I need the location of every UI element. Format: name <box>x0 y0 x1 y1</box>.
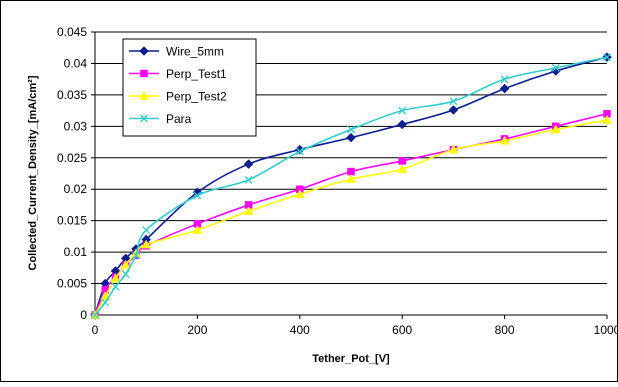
data-point-para-stroke <box>449 97 458 106</box>
data-point-para <box>193 191 202 200</box>
data-point-para-stroke <box>193 191 202 200</box>
data-point-perp-test1 <box>347 167 355 176</box>
data-point-para <box>551 63 560 72</box>
y-tick-label: 0.02 <box>64 182 88 196</box>
data-point-para <box>111 282 120 291</box>
data-point-perp-test2 <box>120 259 131 269</box>
x-tick-label: 200 <box>187 323 207 337</box>
y-tick-label: 0.045 <box>57 25 87 39</box>
data-point-para <box>500 75 509 84</box>
data-point-para <box>295 147 304 156</box>
data-point-para-stroke <box>142 226 151 235</box>
x-axis-title: Tether_Pot_[V] <box>312 353 390 365</box>
data-point-perp-test1 <box>398 157 406 165</box>
data-point-perp-test2 <box>294 189 305 199</box>
data-point-perp-test2 <box>397 164 408 173</box>
data-point-perp-test2 <box>141 239 152 249</box>
data-point-para-stroke <box>91 311 99 319</box>
y-tick-label: 0.03 <box>64 119 88 133</box>
x-tick-label: 1000 <box>594 323 618 337</box>
data-point-para-stroke <box>101 298 110 307</box>
legend-label-perp-test2: Perp_Test2 <box>166 90 227 104</box>
y-tick-label: 0.005 <box>57 277 87 291</box>
data-point-para <box>449 97 458 106</box>
data-point-para <box>398 106 407 115</box>
y-tick-label: 0.025 <box>57 151 87 165</box>
legend-marker-wire-5mm <box>139 46 149 56</box>
data-point-perp-test2 <box>243 206 254 215</box>
legend-label-perp-test1: Perp_Test1 <box>166 67 227 81</box>
data-point-para-stroke <box>111 282 120 291</box>
data-point-wire-5mm <box>243 159 254 169</box>
data-point-para <box>132 251 140 260</box>
x-tick-label: 800 <box>495 323 515 337</box>
data-point-perp-test2 <box>346 174 356 183</box>
data-point-para-stroke <box>603 53 611 62</box>
x-tick-label: 600 <box>392 323 412 337</box>
legend-marker-perp-test2 <box>139 90 149 100</box>
data-point-perp-test2 <box>499 135 510 145</box>
legend-marker-para <box>140 114 148 123</box>
data-point-perp-test2 <box>192 225 203 234</box>
data-point-perp-test2 <box>448 144 459 154</box>
legend-label-para: Para <box>166 112 192 126</box>
data-point-para-stroke <box>398 106 407 115</box>
legend: Wire_5mm Perp_Test1 Perp_Test2 Para <box>122 38 257 137</box>
y-tick-label: 0.04 <box>64 56 88 70</box>
data-point-para-stroke <box>551 63 560 72</box>
data-point-perp-test2 <box>550 124 561 134</box>
data-point-wire-5mm <box>397 119 408 130</box>
data-point-perp-test2 <box>110 273 121 283</box>
y-tick-label: 0 <box>80 308 87 322</box>
data-point-para <box>244 175 253 184</box>
data-point-para-stroke <box>244 175 253 184</box>
data-point-wire-5mm <box>448 105 459 115</box>
data-point-para <box>347 125 355 134</box>
data-point-wire-5mm <box>499 83 510 94</box>
y-axis-title: Collected_Current_Density_[mA/cm²] <box>27 75 39 270</box>
data-point-para <box>121 270 130 279</box>
y-tick-label: 0.035 <box>57 88 87 102</box>
data-point-para <box>142 226 151 235</box>
data-point-para <box>91 311 99 319</box>
data-point-para-stroke <box>121 270 130 279</box>
data-point-para-stroke <box>295 147 304 156</box>
legend-marker-para-stroke <box>140 114 148 123</box>
data-point-para-stroke <box>132 251 140 260</box>
x-tick-label: 0 <box>92 323 99 337</box>
y-tick-label: 0.015 <box>57 214 87 228</box>
data-point-para-stroke <box>500 75 509 84</box>
y-tick-label: 0.01 <box>64 245 88 259</box>
data-point-wire-5mm <box>346 132 356 143</box>
data-point-para <box>101 298 110 307</box>
data-point-para-stroke <box>347 125 355 134</box>
data-point-para <box>603 53 611 62</box>
legend-label-wire-5mm: Wire_5mm <box>166 45 224 59</box>
data-point-perp-test2 <box>602 115 612 124</box>
legend-marker-perp-test1 <box>140 69 148 78</box>
x-tick-label: 400 <box>290 323 310 337</box>
